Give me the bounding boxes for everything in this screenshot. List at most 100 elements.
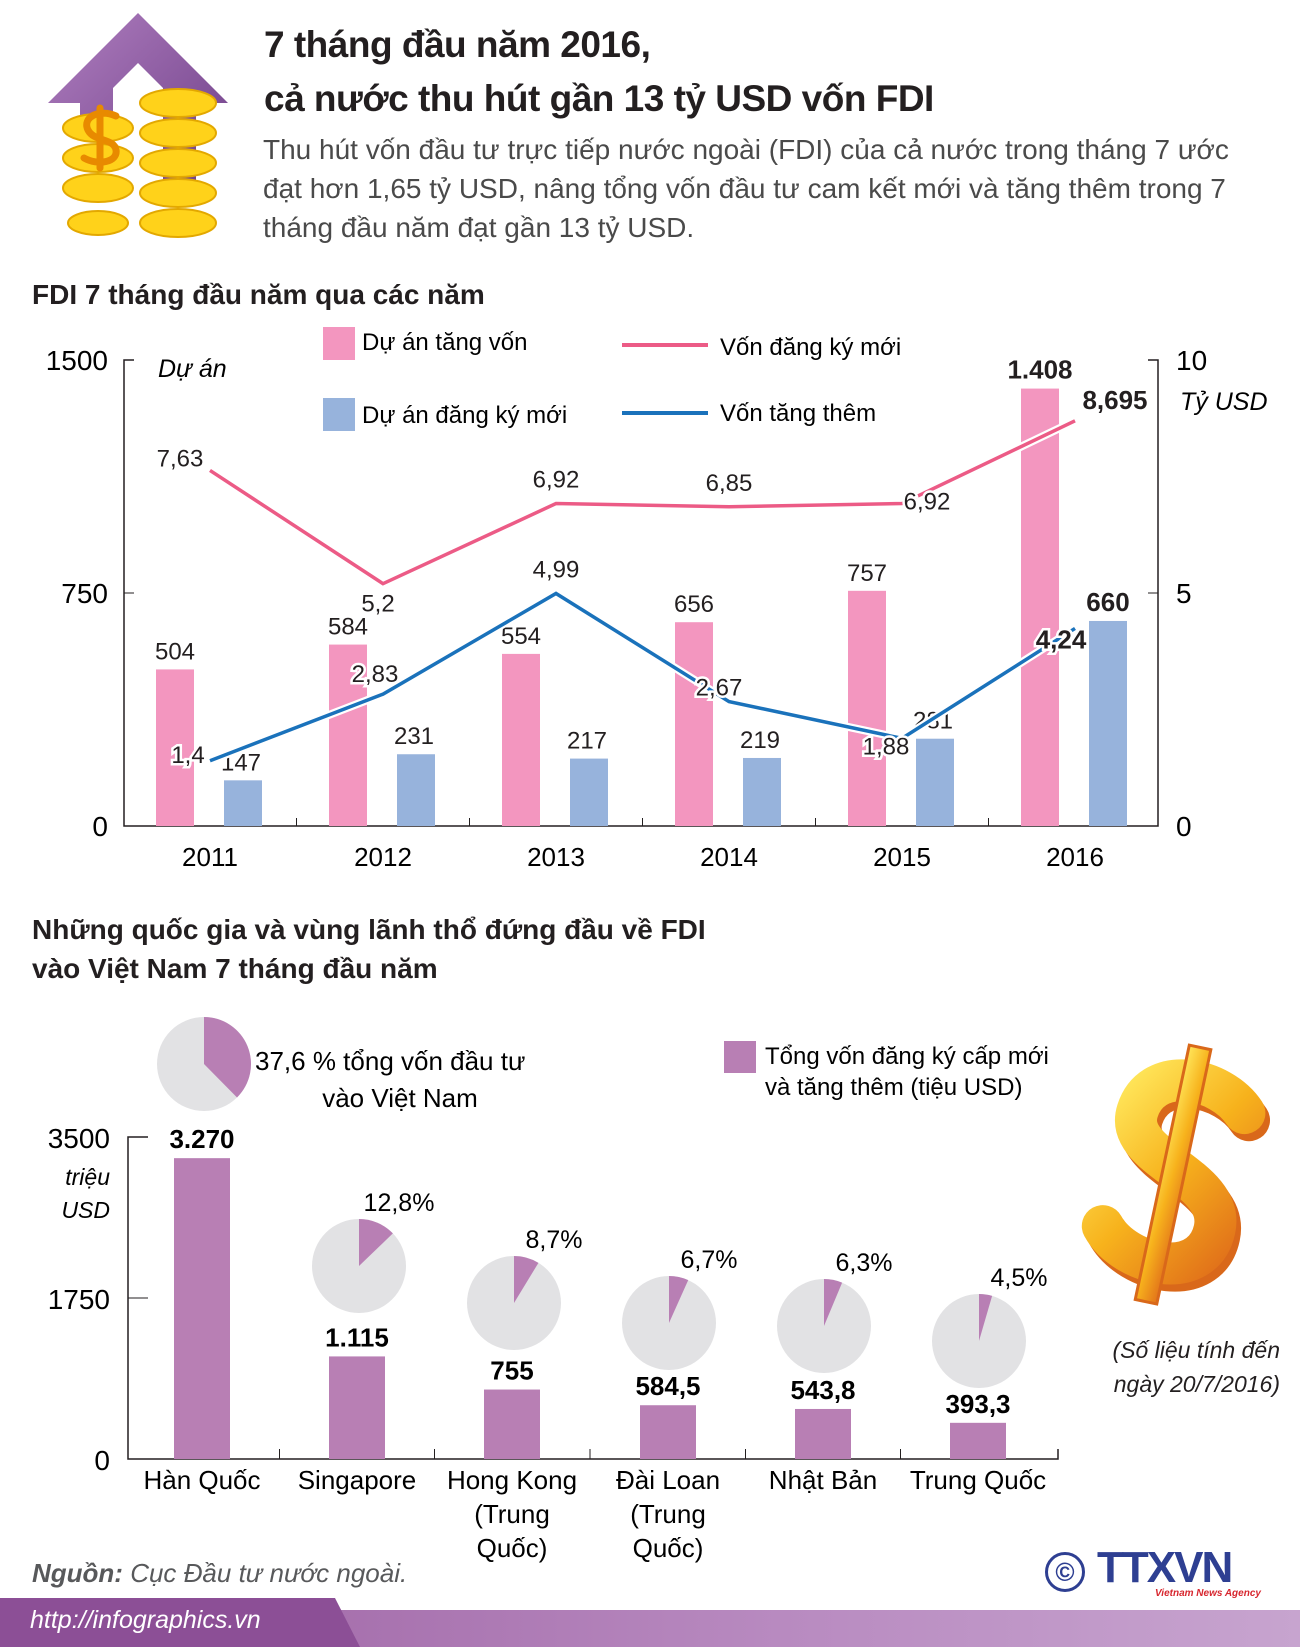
pie-share-label: 37,6 % tổng vốn đầu tư: [255, 1046, 525, 1076]
title-line-1: 7 tháng đầu năm 2016,: [264, 24, 651, 65]
bar-value-label: 393,3: [945, 1389, 1010, 1419]
line-value-label: 7,63: [157, 445, 204, 472]
y-left-tick-label: 1500: [46, 345, 108, 376]
x-tick-label: Hong Kong: [447, 1465, 577, 1495]
bar-value-label: 755: [490, 1356, 533, 1386]
y-right-label: Tỷ USD: [1180, 388, 1268, 416]
bar-investment: [484, 1389, 540, 1459]
bar-value-label: 584: [328, 614, 368, 641]
y-right-tick-label: 10: [1176, 345, 1207, 376]
data-date-note: (Số liệu tính đến ngày 20/7/2016): [1080, 1333, 1280, 1401]
logo-subtitle: Vietnam News Agency: [1155, 1588, 1261, 1599]
line-value-label: 2,67: [696, 675, 743, 702]
title-line-2: cả nước thu hút gần 13 tỷ USD vốn FDI: [264, 78, 934, 119]
pie-slice: [514, 1256, 539, 1303]
x-tick-label: Trung Quốc: [910, 1465, 1046, 1495]
bar-value-label: 757: [847, 560, 887, 587]
section1-title: FDI 7 tháng đầu năm qua các năm: [32, 279, 485, 310]
bar-value-label: 554: [501, 623, 541, 650]
axes: [127, 1136, 1059, 1460]
x-tick-label: 2012: [354, 842, 412, 872]
legend-label: và tăng thêm (tiệu USD): [765, 1074, 1022, 1101]
bar-investment: [950, 1422, 1006, 1459]
x-tick-label: 2011: [182, 842, 238, 872]
x-tick-label: Nhật Bản: [769, 1465, 877, 1495]
bar-capital-increase-projects: [329, 644, 367, 826]
bar-investment: [329, 1356, 385, 1459]
x-tick-label: Đài Loan: [616, 1465, 720, 1495]
line-value-label: 4,24: [1036, 624, 1087, 654]
bar-value-label: 656: [674, 591, 714, 618]
line-value-label: 6,92: [904, 489, 951, 516]
section2-title: Những quốc gia và vùng lãnh thổ đứng đầu…: [32, 910, 706, 988]
pie-share-label: 4,5%: [991, 1264, 1048, 1292]
y-left-label: Dự án: [158, 355, 227, 383]
pie-share-label-line2: vào Việt Nam: [322, 1083, 478, 1113]
copyright-icon: ©: [1045, 1552, 1085, 1592]
line-value-label: 2,83: [352, 661, 399, 688]
website-link[interactable]: http://infographics.vn: [30, 1606, 261, 1634]
note-line-2: ngày 20/7/2016): [1113, 1371, 1280, 1397]
axes: [123, 359, 1159, 827]
bar-value-label: 231: [394, 723, 434, 750]
pie-share-label: 12,8%: [364, 1189, 435, 1217]
fdi-yearly-chart: 1500 10 750 5 0 0 Dự án Tỷ USD 2011 2012 2013 2014 2…: [46, 327, 1268, 872]
bar-new-projects: [224, 780, 262, 826]
bar-value-label: 504: [155, 638, 195, 665]
x-tick-label: Singapore: [298, 1465, 417, 1495]
bar-new-projects: [1089, 620, 1127, 826]
line-value-label: 5,2: [361, 591, 394, 618]
bar-value-label: 543,8: [790, 1375, 855, 1405]
section2-title-line-1: Những quốc gia và vùng lãnh thổ đứng đầu…: [32, 914, 706, 945]
legend-label: Dự án đăng ký mới: [362, 402, 567, 429]
pie-slice: [669, 1276, 689, 1323]
legend-label: Vốn tăng thêm: [720, 400, 876, 427]
logo-text: TTXVN: [1097, 1543, 1233, 1592]
legend-swatch-new-projects: [323, 398, 355, 431]
bar-capital-increase-projects: [502, 653, 540, 826]
x-tick-label: Hàn Quốc: [143, 1465, 260, 1495]
bar-value-label: 1.115: [325, 1322, 389, 1352]
bar-investment: [640, 1405, 696, 1459]
legend-swatch-capital-increase-projects: [323, 327, 355, 360]
x-tick-label: Quốc): [633, 1533, 704, 1563]
bar-value-label: 1.408: [1007, 355, 1072, 385]
x-tick-label: (Trung: [630, 1499, 706, 1529]
bar-capital-increase-projects: [675, 622, 713, 826]
pie-slice: [824, 1279, 843, 1326]
line-new-capital: [209, 419, 1076, 586]
intro-text: Thu hút vốn đầu tư trực tiếp nước ngoài …: [263, 134, 1229, 243]
pie-slice: [979, 1294, 993, 1341]
legend-label: Vốn đăng ký mới: [720, 334, 901, 361]
arrow-up-coins-icon: [48, 13, 228, 238]
bar-value-label: 584,5: [635, 1371, 700, 1401]
bar-capital-increase-projects: [848, 590, 886, 826]
bar-new-projects: [916, 738, 954, 826]
bar-new-projects: [397, 754, 435, 826]
pie-share-label: 6,7%: [681, 1246, 738, 1274]
y-axis-label: USD: [61, 1197, 110, 1223]
bar-new-projects: [743, 757, 781, 826]
ttxvn-logo: © TTXVN Vietnam News Agency: [1045, 1543, 1280, 1599]
y-axis-label: triệu: [65, 1164, 110, 1190]
bar-capital-increase-projects: [1021, 388, 1059, 826]
x-tick-label: 2016: [1046, 842, 1104, 872]
footer-bar: http://infographics.vn: [0, 1598, 1300, 1647]
y-tick-label: 0: [94, 1445, 110, 1476]
y-left-tick-label: 0: [92, 811, 108, 842]
y-tick-label: 1750: [48, 1284, 110, 1315]
line-value-label: 8,695: [1082, 385, 1147, 415]
x-tick-label: 2015: [873, 842, 931, 872]
bar-capital-increase-projects: [156, 669, 194, 826]
y-right-tick-label: 5: [1176, 578, 1192, 609]
legend-swatch: [724, 1041, 756, 1073]
bar-value-label: 219: [740, 727, 780, 754]
x-tick-label: (Trung: [474, 1499, 550, 1529]
x-tick-label: Quốc): [477, 1533, 548, 1563]
line-capital-increase: [209, 591, 1076, 763]
bar-value-label: 217: [567, 728, 607, 755]
url-box: [0, 1598, 360, 1647]
x-tick-label: 2014: [700, 842, 758, 872]
pie-share-label: 8,7%: [526, 1226, 583, 1254]
bar-value-label: 660: [1086, 587, 1129, 617]
